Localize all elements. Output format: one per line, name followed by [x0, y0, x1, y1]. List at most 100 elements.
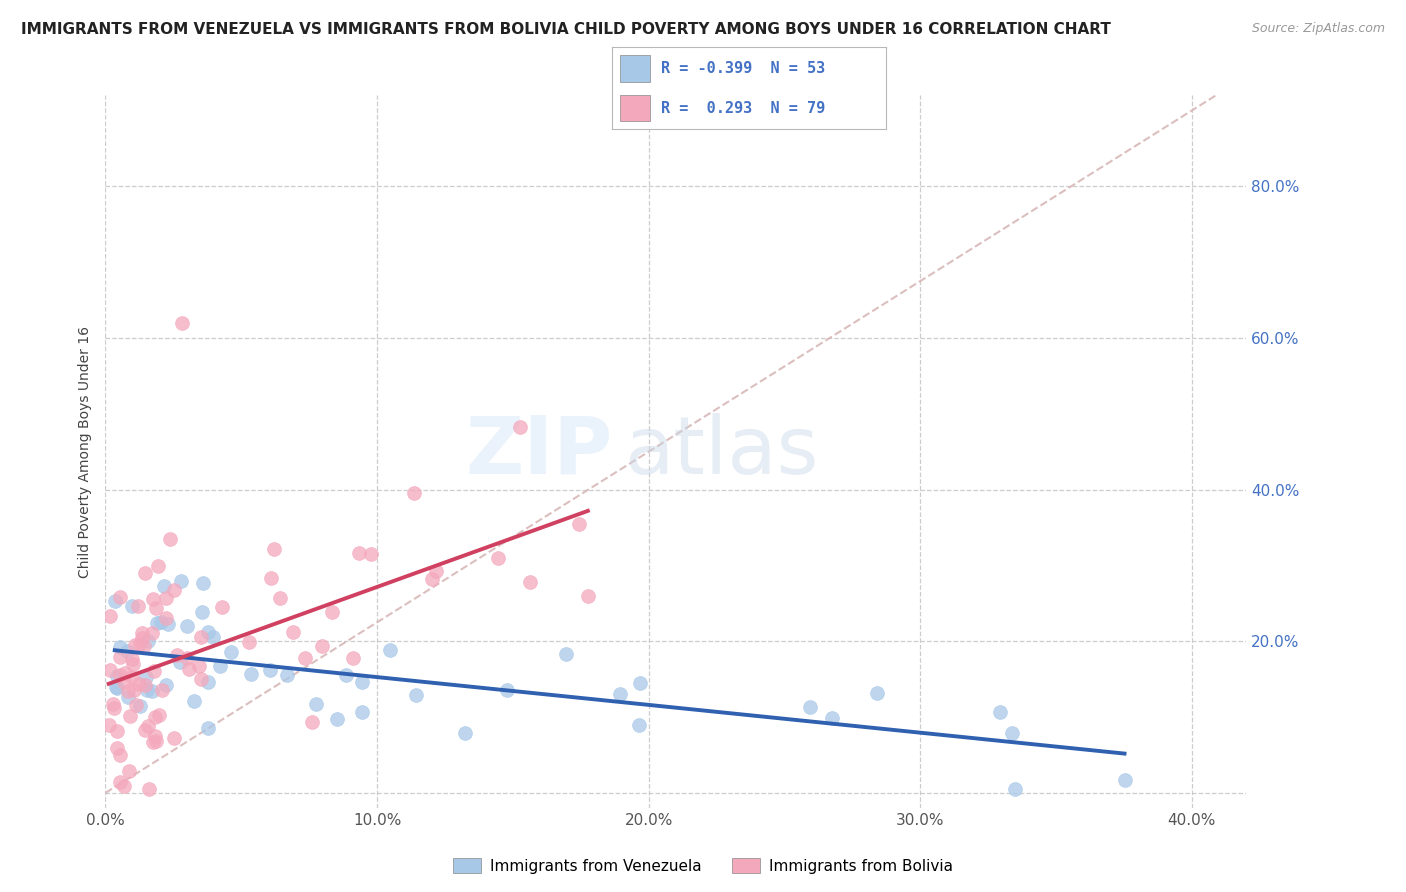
Point: [136, 719, 159, 733]
Point: [103, 701, 125, 715]
Point: [342, 651, 364, 665]
Text: IMMIGRANTS FROM VENEZUELA VS IMMIGRANTS FROM BOLIVIA CHILD POVERTY AMONG BOYS UN: IMMIGRANTS FROM VENEZUELA VS IMMIGRANTS …: [21, 22, 1111, 37]
Point: [121, 599, 143, 613]
Point: [134, 566, 156, 581]
Text: R =  0.293  N = 79: R = 0.293 N = 79: [661, 101, 825, 115]
Point: [176, 618, 198, 632]
FancyBboxPatch shape: [620, 95, 650, 121]
Point: [122, 657, 145, 672]
Point: [335, 668, 357, 682]
Point: [509, 420, 531, 434]
FancyBboxPatch shape: [620, 55, 650, 82]
Point: [145, 734, 167, 748]
Point: [183, 694, 205, 708]
Point: [495, 683, 517, 698]
Point: [169, 655, 191, 669]
Point: [197, 624, 219, 639]
Point: [143, 710, 166, 724]
Point: [150, 615, 173, 630]
Text: ZIP: ZIP: [465, 413, 613, 491]
Point: [108, 747, 131, 762]
Point: [420, 572, 443, 586]
Point: [121, 651, 143, 665]
Point: [155, 610, 177, 624]
Point: [176, 651, 198, 665]
Point: [163, 583, 186, 598]
Point: [135, 670, 157, 684]
Point: [105, 723, 128, 738]
Point: [211, 599, 233, 614]
Point: [193, 576, 215, 591]
Point: [159, 532, 181, 546]
Point: [269, 591, 291, 606]
Point: [321, 605, 343, 619]
Point: [134, 678, 156, 692]
Point: [352, 705, 374, 719]
Point: [118, 764, 141, 778]
Point: [145, 601, 167, 615]
Point: [170, 574, 193, 589]
Text: Source: ZipAtlas.com: Source: ZipAtlas.com: [1251, 22, 1385, 36]
Point: [163, 731, 186, 745]
Point: [124, 638, 146, 652]
Point: [129, 698, 152, 713]
Point: [124, 683, 146, 698]
Point: [197, 721, 219, 735]
Point: [311, 639, 333, 653]
Point: [866, 686, 889, 700]
Point: [294, 651, 316, 665]
Point: [628, 676, 651, 690]
Point: [117, 683, 139, 698]
Point: [104, 593, 127, 607]
Legend: Immigrants from Venezuela, Immigrants from Bolivia: Immigrants from Venezuela, Immigrants fr…: [447, 852, 959, 880]
Point: [519, 575, 541, 590]
Point: [378, 643, 401, 657]
Point: [98, 663, 121, 677]
Point: [281, 625, 304, 640]
Point: [141, 683, 163, 698]
Point: [1114, 772, 1136, 787]
Point: [360, 548, 382, 562]
Point: [155, 677, 177, 691]
Point: [112, 779, 135, 793]
Point: [799, 700, 821, 714]
Text: atlas: atlas: [624, 413, 818, 491]
Point: [115, 644, 138, 658]
Point: [425, 565, 447, 579]
Point: [187, 658, 209, 673]
Point: [108, 668, 131, 682]
Point: [568, 516, 591, 531]
Point: [128, 677, 150, 691]
Point: [219, 644, 242, 658]
Point: [127, 599, 149, 613]
Point: [134, 723, 156, 737]
Point: [146, 558, 169, 573]
Point: [97, 718, 120, 732]
Point: [125, 698, 148, 712]
Point: [157, 617, 180, 632]
Point: [191, 605, 214, 619]
Point: [454, 726, 477, 740]
Point: [120, 709, 142, 723]
Point: [142, 735, 165, 749]
Point: [128, 637, 150, 651]
Point: [301, 715, 323, 730]
Point: [609, 687, 631, 701]
Point: [263, 541, 285, 556]
Point: [155, 591, 177, 605]
Point: [136, 682, 159, 697]
Point: [145, 615, 167, 630]
Point: [142, 592, 165, 607]
Point: [349, 546, 371, 560]
Point: [1004, 782, 1026, 797]
Point: [988, 705, 1011, 719]
Point: [166, 648, 188, 662]
Point: [190, 631, 212, 645]
Point: [108, 591, 131, 605]
Point: [108, 775, 131, 789]
Point: [143, 729, 166, 743]
Point: [112, 675, 135, 690]
Point: [260, 571, 283, 585]
Point: [131, 626, 153, 640]
Point: [101, 697, 124, 711]
